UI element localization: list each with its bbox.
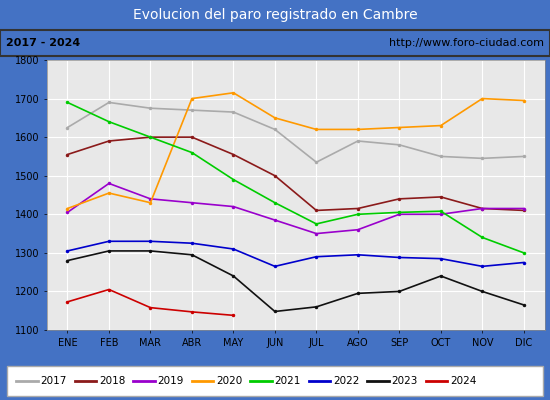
Text: 2017 - 2024: 2017 - 2024	[6, 38, 80, 48]
Text: 2023: 2023	[392, 376, 418, 386]
Text: 2024: 2024	[450, 376, 476, 386]
FancyBboxPatch shape	[7, 366, 543, 396]
Text: 2020: 2020	[216, 376, 243, 386]
Text: http://www.foro-ciudad.com: http://www.foro-ciudad.com	[389, 38, 544, 48]
Text: 2018: 2018	[99, 376, 125, 386]
Text: Evolucion del paro registrado en Cambre: Evolucion del paro registrado en Cambre	[133, 8, 417, 22]
Text: 2019: 2019	[157, 376, 184, 386]
Text: 2017: 2017	[41, 376, 67, 386]
Text: 2022: 2022	[333, 376, 360, 386]
Text: 2021: 2021	[274, 376, 301, 386]
